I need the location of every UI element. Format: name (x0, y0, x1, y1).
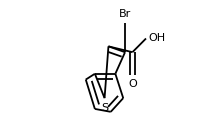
Text: S: S (101, 103, 108, 113)
Text: Br: Br (119, 9, 131, 19)
Text: OH: OH (148, 33, 166, 44)
Text: O: O (128, 79, 137, 89)
